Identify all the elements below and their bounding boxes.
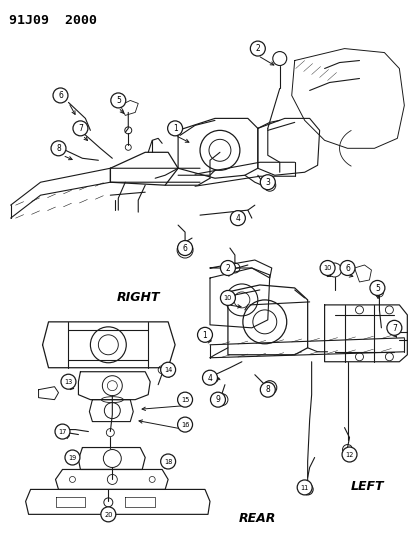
Text: 8: 8: [265, 385, 270, 394]
Circle shape: [339, 261, 354, 276]
Text: 18: 18: [164, 459, 172, 465]
Text: 4: 4: [207, 374, 212, 383]
Circle shape: [369, 280, 384, 295]
Circle shape: [386, 320, 401, 335]
Circle shape: [160, 454, 175, 469]
Text: 20: 20: [104, 512, 112, 518]
Circle shape: [111, 93, 126, 108]
Circle shape: [51, 141, 66, 156]
Circle shape: [260, 382, 275, 397]
Text: 6: 6: [344, 264, 349, 273]
Text: 5: 5: [116, 96, 121, 105]
Text: 6: 6: [58, 91, 63, 100]
Text: 6: 6: [182, 244, 187, 253]
Circle shape: [55, 424, 70, 439]
Circle shape: [177, 417, 192, 432]
Text: 4: 4: [235, 214, 240, 223]
Text: 11: 11: [300, 484, 308, 491]
Text: 2: 2: [255, 44, 260, 53]
Text: 15: 15: [180, 397, 189, 403]
Circle shape: [230, 211, 245, 225]
Text: 14: 14: [164, 367, 172, 373]
Circle shape: [260, 175, 275, 190]
Circle shape: [53, 88, 68, 103]
Text: 1: 1: [202, 330, 207, 340]
Circle shape: [61, 374, 76, 389]
Circle shape: [73, 121, 88, 136]
Text: 10: 10: [223, 295, 232, 301]
Text: 13: 13: [64, 379, 72, 385]
Circle shape: [197, 327, 212, 342]
Text: 19: 19: [68, 455, 76, 461]
Text: 3: 3: [265, 178, 270, 187]
Text: 2: 2: [225, 264, 230, 273]
Circle shape: [319, 261, 334, 276]
Text: 10: 10: [323, 265, 331, 271]
Circle shape: [65, 450, 80, 465]
Text: 7: 7: [391, 324, 396, 333]
Text: 17: 17: [58, 429, 66, 435]
Text: RIGHT: RIGHT: [116, 292, 159, 304]
Text: 9: 9: [215, 395, 220, 405]
Text: 5: 5: [374, 284, 379, 293]
Text: 16: 16: [180, 422, 189, 428]
Circle shape: [341, 447, 356, 462]
Circle shape: [297, 480, 311, 495]
Circle shape: [250, 41, 265, 56]
Circle shape: [220, 290, 235, 305]
Circle shape: [202, 370, 217, 385]
Circle shape: [210, 392, 225, 407]
Text: LEFT: LEFT: [350, 480, 383, 493]
Circle shape: [177, 392, 192, 407]
Circle shape: [160, 362, 175, 377]
Circle shape: [220, 261, 235, 276]
Text: 8: 8: [56, 144, 61, 153]
Circle shape: [177, 240, 192, 255]
Text: 12: 12: [344, 452, 353, 458]
Circle shape: [101, 507, 116, 522]
Text: REAR: REAR: [239, 512, 276, 525]
Text: 1: 1: [172, 124, 177, 133]
Circle shape: [167, 121, 182, 136]
Text: 91J09  2000: 91J09 2000: [9, 14, 96, 27]
Text: 7: 7: [78, 124, 83, 133]
